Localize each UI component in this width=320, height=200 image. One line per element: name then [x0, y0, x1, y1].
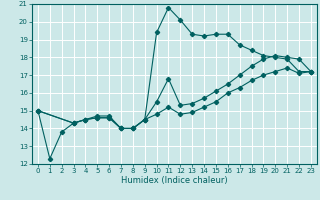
- X-axis label: Humidex (Indice chaleur): Humidex (Indice chaleur): [121, 176, 228, 185]
